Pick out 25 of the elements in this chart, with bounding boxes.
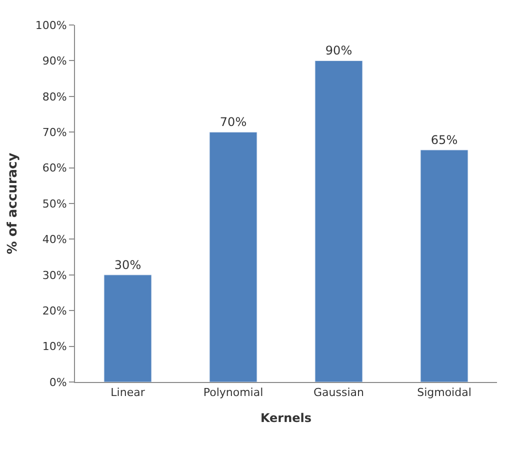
y-tick-label: 40%: [42, 233, 67, 246]
y-tick-label: 30%: [42, 268, 67, 282]
bar: [104, 274, 152, 382]
x-tick-label: Linear: [110, 386, 146, 400]
bar: [209, 132, 258, 382]
y-tick-label: 0%: [49, 376, 67, 389]
data-label: 65%: [430, 132, 458, 147]
data-label: 30%: [114, 258, 142, 272]
y-tick-label: 20%: [42, 304, 67, 318]
x-tick-label: Sigmoidal: [417, 386, 472, 400]
x-axis-title: Kernels: [260, 411, 312, 426]
y-axis-title: % of accuracy: [5, 152, 20, 254]
x-tick-label: Polynomial: [203, 386, 264, 400]
y-tick-label: 90%: [42, 54, 67, 68]
y-tick-label: 100%: [35, 18, 67, 32]
y-tick-label: 50%: [42, 197, 67, 210]
data-label: 90%: [325, 44, 352, 58]
x-tick-label: Gaussian: [314, 386, 364, 400]
y-tick-label: 80%: [42, 90, 67, 104]
y-tick-label: 70%: [42, 126, 67, 139]
data-label: 70%: [220, 115, 247, 130]
y-tick-label: 10%: [42, 340, 67, 354]
bar: [314, 60, 363, 382]
y-tick-label: 60%: [42, 162, 67, 175]
bar: [420, 150, 468, 382]
